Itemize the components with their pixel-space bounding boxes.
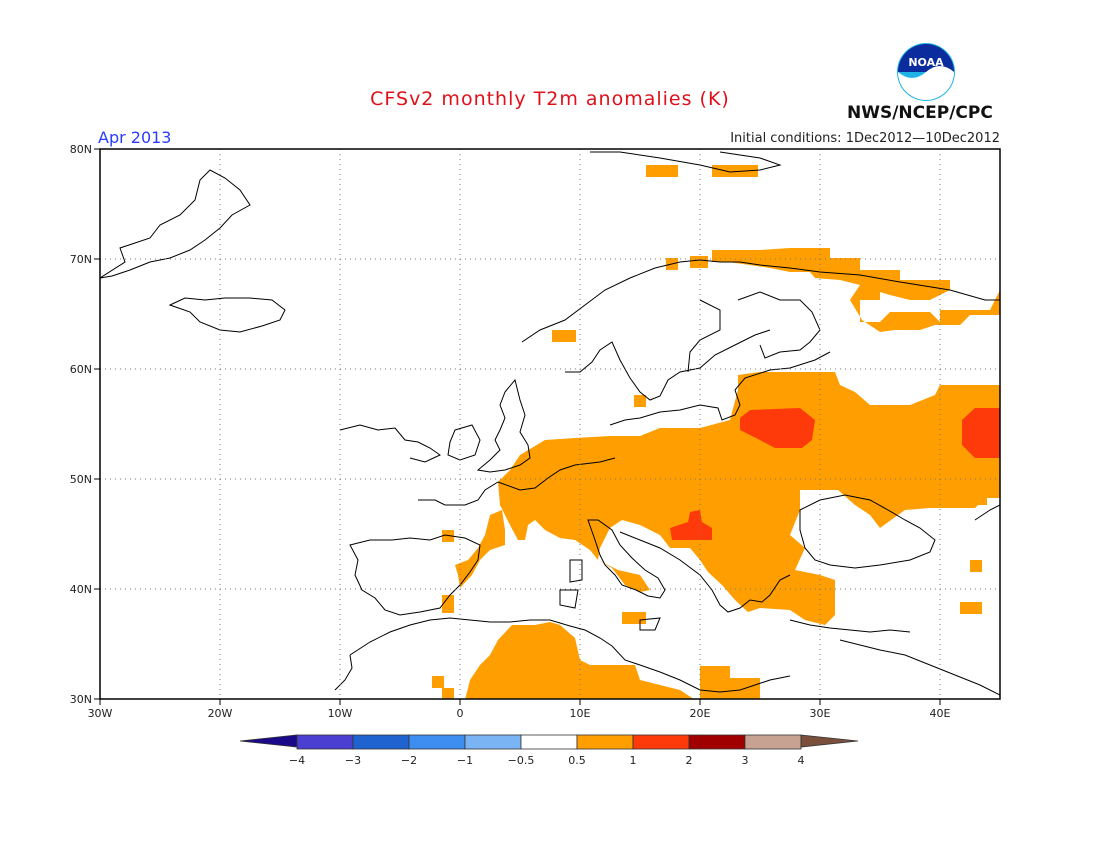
coast-north-africa	[349, 617, 791, 693]
logo-text: NOAA	[908, 56, 944, 69]
initial-conditions: Initial conditions: 1Dec2012—10Dec2012	[730, 131, 1000, 146]
lat-label: 30N	[70, 693, 92, 706]
anomaly-shading	[432, 165, 1000, 699]
anomaly-strong-russia	[962, 408, 1000, 458]
colorbar-label: 4	[798, 754, 805, 767]
coast-scandinavia	[521, 259, 1000, 343]
anomaly-strong-belarus	[740, 408, 815, 448]
anomaly-region-north	[712, 248, 1000, 332]
colorbar	[239, 734, 859, 750]
lon-label: 30W	[88, 707, 113, 720]
colorbar-bin	[576, 734, 634, 750]
coast-caspian	[974, 504, 1000, 521]
colorbar-label: 3	[742, 754, 749, 767]
colorbar-arrow-high	[800, 734, 859, 748]
agency-label: NWS/NCEP/CPC	[847, 103, 993, 123]
colorbar-label: −3	[345, 754, 361, 767]
coast-west-europe	[497, 457, 616, 491]
lon-label: 20W	[208, 707, 233, 720]
colorbar-label: 2	[686, 754, 693, 767]
graticule	[100, 149, 1000, 699]
map-frame	[99, 148, 1001, 700]
coast-turkey	[789, 619, 911, 633]
lon-label: 40E	[930, 707, 951, 720]
lon-label: 10E	[570, 707, 591, 720]
noaa-logo: NOAA	[897, 43, 955, 101]
lat-label: 70N	[70, 253, 92, 266]
anomaly-region-europe	[498, 372, 1000, 625]
colorbar-label: −0.5	[508, 754, 535, 767]
colorbar-label: −4	[289, 754, 305, 767]
coast-greenland	[100, 169, 251, 279]
lat-label: 80N	[70, 143, 92, 156]
coast-italy	[587, 519, 666, 599]
colorbar-arrow-low	[239, 734, 298, 748]
coastlines	[100, 151, 1000, 696]
coast-balkans	[619, 531, 791, 613]
colorbar-bin	[464, 734, 522, 750]
map-title: CFSv2 monthly T2m anomalies (K)	[370, 88, 730, 110]
forecast-period: Apr 2013	[98, 128, 172, 147]
colorbar-bin	[632, 734, 690, 750]
colorbar-label: −1	[457, 754, 473, 767]
anomaly-strong-balkans	[670, 510, 712, 540]
anomaly-region-africa	[465, 622, 694, 699]
colorbar-label: 0.5	[568, 754, 586, 767]
coast-black-sea	[799, 494, 936, 569]
lon-label: 10W	[328, 707, 353, 720]
lat-label: 60N	[70, 363, 92, 376]
lon-label: 20E	[690, 707, 711, 720]
colorbar-bin	[744, 734, 802, 750]
colorbar-bin	[352, 734, 410, 750]
colorbar-bin	[408, 734, 466, 750]
colorbar-label: −2	[401, 754, 417, 767]
colorbar-bin	[520, 734, 578, 750]
coast-britain	[476, 378, 531, 473]
colorbar-label: 1	[630, 754, 637, 767]
colorbar-bin	[688, 734, 746, 750]
lon-label: 0	[457, 707, 464, 720]
colorbar-bin	[296, 734, 354, 750]
lat-label: 40N	[70, 583, 92, 596]
lon-label: 30E	[810, 707, 831, 720]
lat-label: 50N	[70, 473, 92, 486]
coast-ireland	[447, 424, 481, 461]
coast-iceland	[168, 297, 286, 333]
anomaly-region-iberia	[455, 510, 505, 588]
